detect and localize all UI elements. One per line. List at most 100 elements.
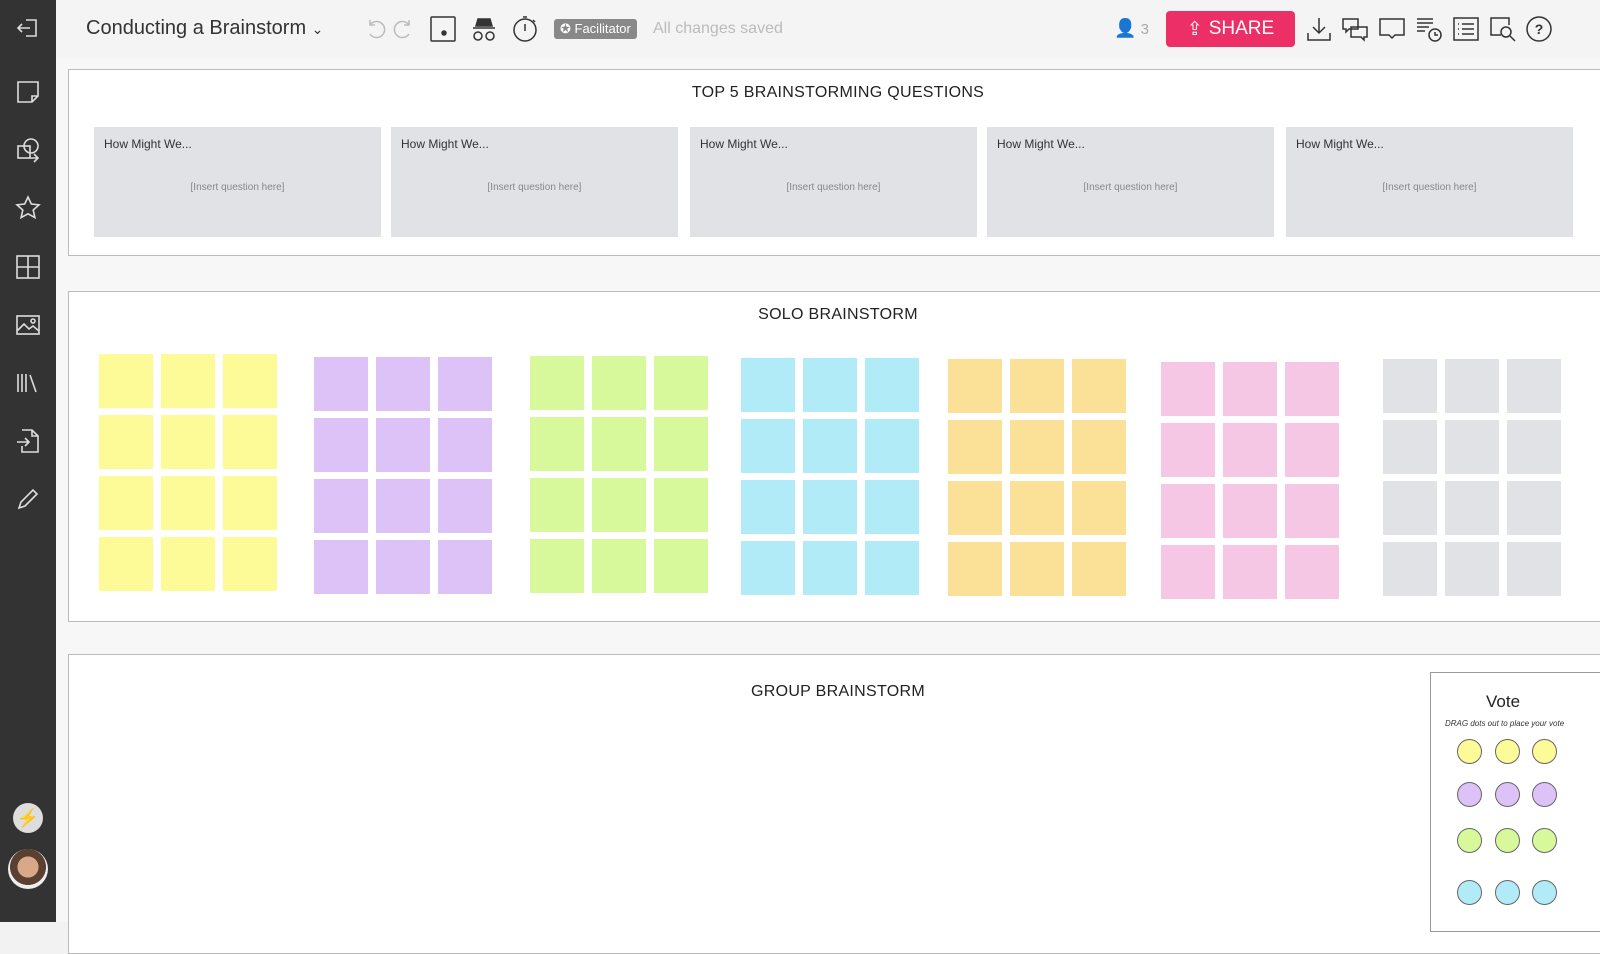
question-card[interactable]: How Might We... [Insert question here]	[690, 127, 977, 237]
sticky-note[interactable]	[1507, 420, 1561, 474]
question-placeholder[interactable]: [Insert question here]	[190, 182, 285, 193]
question-placeholder[interactable]: [Insert question here]	[786, 182, 881, 193]
sticky-note[interactable]	[530, 417, 584, 471]
sticky-note[interactable]	[1010, 359, 1064, 413]
sticky-note[interactable]	[223, 354, 277, 408]
sticky-note[interactable]	[1161, 545, 1215, 599]
sticky-note[interactable]	[99, 537, 153, 591]
sticky-note[interactable]	[1010, 542, 1064, 596]
vote-dot[interactable]	[1457, 880, 1482, 905]
redo-icon[interactable]	[389, 14, 419, 44]
question-placeholder[interactable]: [Insert question here]	[1083, 182, 1178, 193]
facilitator-badge[interactable]: ✪ Facilitator	[554, 19, 637, 39]
chat-icon[interactable]	[1340, 14, 1370, 44]
sticky-note[interactable]	[865, 541, 919, 595]
sticky-note[interactable]	[1010, 420, 1064, 474]
board-title[interactable]: Conducting a Brainstorm ⌄	[86, 17, 323, 40]
sticky-note[interactable]	[1507, 481, 1561, 535]
sticky-note[interactable]	[314, 357, 368, 411]
sticky-note[interactable]	[530, 478, 584, 532]
lightning-icon[interactable]: ⚡	[13, 803, 43, 833]
sticky-note[interactable]	[592, 478, 646, 532]
presentation-icon[interactable]	[428, 14, 458, 44]
sticky-note[interactable]	[803, 358, 857, 412]
sticky-note[interactable]	[1072, 420, 1126, 474]
templates-icon[interactable]	[12, 251, 44, 283]
sticky-note[interactable]	[1161, 423, 1215, 477]
search-icon[interactable]	[1488, 14, 1518, 44]
sticky-note[interactable]	[376, 540, 430, 594]
avatar[interactable]	[8, 849, 48, 889]
sticky-note[interactable]	[1010, 481, 1064, 535]
sticky-note[interactable]	[1161, 484, 1215, 538]
sticky-note[interactable]	[654, 417, 708, 471]
sticky-note[interactable]	[654, 478, 708, 532]
sticky-note[interactable]	[223, 415, 277, 469]
sticky-note[interactable]	[592, 539, 646, 593]
sticky-note-icon[interactable]	[12, 76, 44, 108]
sticky-note[interactable]	[1507, 542, 1561, 596]
online-users[interactable]: 👤 3	[1114, 18, 1149, 39]
sticky-note[interactable]	[741, 541, 795, 595]
sticky-note[interactable]	[438, 540, 492, 594]
sticky-note[interactable]	[1383, 359, 1437, 413]
sticky-note[interactable]	[948, 359, 1002, 413]
sticky-note[interactable]	[741, 358, 795, 412]
sticky-note[interactable]	[161, 476, 215, 530]
sticky-note[interactable]	[1383, 542, 1437, 596]
sticky-note[interactable]	[1072, 481, 1126, 535]
vote-dot[interactable]	[1495, 739, 1520, 764]
history-icon[interactable]	[1414, 14, 1444, 44]
sticky-note[interactable]	[161, 354, 215, 408]
sticky-note[interactable]	[1445, 359, 1499, 413]
sticky-note[interactable]	[161, 415, 215, 469]
sticky-note[interactable]	[741, 419, 795, 473]
sticky-note[interactable]	[1285, 484, 1339, 538]
sticky-note[interactable]	[99, 476, 153, 530]
sticky-note[interactable]	[376, 357, 430, 411]
sticky-note[interactable]	[948, 542, 1002, 596]
vote-dot[interactable]	[1495, 782, 1520, 807]
share-button[interactable]: ⇪ SHARE	[1166, 11, 1295, 47]
sticky-note[interactable]	[654, 356, 708, 410]
sticky-note[interactable]	[376, 479, 430, 533]
timer-icon[interactable]	[510, 14, 540, 44]
question-card[interactable]: How Might We... [Insert question here]	[987, 127, 1274, 237]
sticky-note[interactable]	[99, 415, 153, 469]
sticky-note[interactable]	[314, 479, 368, 533]
chevron-down-icon[interactable]: ⌄	[311, 21, 324, 37]
favorites-icon[interactable]	[12, 192, 44, 224]
sticky-note[interactable]	[1285, 545, 1339, 599]
sticky-note[interactable]	[803, 480, 857, 534]
vote-dot[interactable]	[1532, 782, 1557, 807]
sticky-note[interactable]	[1072, 542, 1126, 596]
sticky-note[interactable]	[99, 354, 153, 408]
vote-dot[interactable]	[1532, 739, 1557, 764]
vote-dot[interactable]	[1457, 782, 1482, 807]
library-icon[interactable]	[12, 367, 44, 399]
vote-dot[interactable]	[1532, 828, 1557, 853]
import-icon[interactable]	[12, 425, 44, 457]
sticky-note[interactable]	[530, 356, 584, 410]
exit-icon[interactable]	[12, 12, 44, 44]
question-placeholder[interactable]: [Insert question here]	[487, 182, 582, 193]
sticky-note[interactable]	[948, 420, 1002, 474]
vote-dot[interactable]	[1457, 739, 1482, 764]
sticky-note[interactable]	[948, 481, 1002, 535]
sticky-note[interactable]	[1285, 362, 1339, 416]
sticky-note[interactable]	[1072, 359, 1126, 413]
sticky-note[interactable]	[1223, 362, 1277, 416]
sticky-note[interactable]	[1223, 423, 1277, 477]
question-card[interactable]: How Might We... [Insert question here]	[94, 127, 381, 237]
sticky-note[interactable]	[1223, 484, 1277, 538]
sticky-note[interactable]	[314, 418, 368, 472]
sticky-note[interactable]	[530, 539, 584, 593]
sticky-note[interactable]	[654, 539, 708, 593]
question-placeholder[interactable]: [Insert question here]	[1382, 182, 1477, 193]
sticky-note[interactable]	[314, 540, 368, 594]
comment-icon[interactable]	[1377, 14, 1407, 44]
shapes-icon[interactable]	[12, 134, 44, 166]
sticky-note[interactable]	[865, 358, 919, 412]
outline-list-icon[interactable]	[1451, 14, 1481, 44]
sticky-note[interactable]	[438, 418, 492, 472]
